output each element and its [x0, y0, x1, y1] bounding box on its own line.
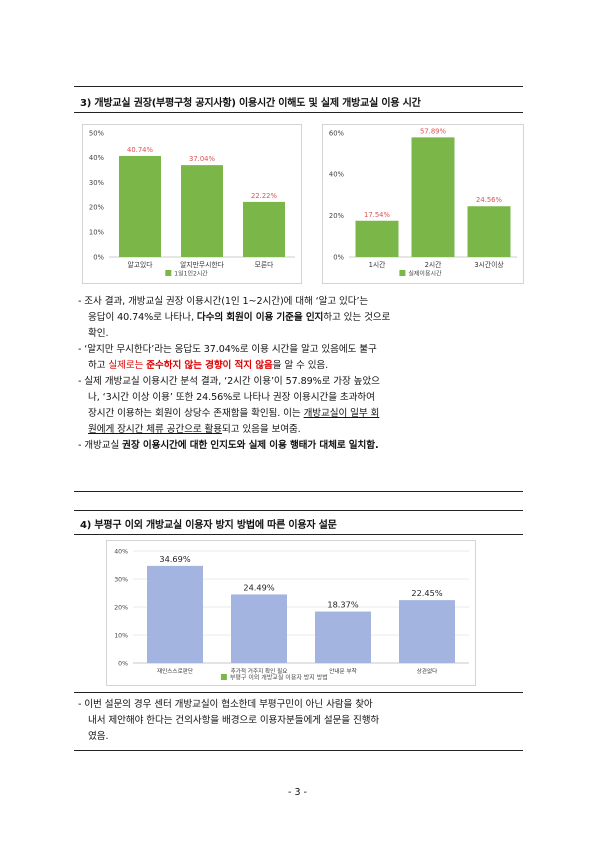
- data-label: 57.89%: [420, 127, 446, 135]
- data-label: 18.37%: [327, 600, 358, 610]
- p4-emphasis: 권장 이용시간에 대한 인지도와 실제 이용 행태가 대체로 일치함.: [122, 440, 379, 451]
- y-tick-label: 50%: [89, 129, 105, 137]
- chart-awareness: 0% 10% 20% 30% 40% 50% 40.74% 알고있다 37.04% 알지만무시한다…: [89, 129, 295, 278]
- p3-line4: 원에게 장시간 체류 공간으로 활용되고 있음을 보여줌.: [78, 422, 522, 438]
- y-tick-label: 20%: [329, 212, 345, 220]
- category-label: 재인스스로판단: [157, 667, 193, 675]
- p2-emphasis: 준수하지 않는 경향이 적지 않음: [146, 360, 273, 371]
- page-number: - 3 -: [288, 787, 307, 798]
- category-label: 안내문 부착: [329, 667, 357, 675]
- category-label: 3시간이상: [474, 260, 503, 269]
- legend-swatch: [165, 270, 172, 276]
- bar: [231, 594, 287, 663]
- category-label: 추가적 거주지 확인 필요: [231, 667, 288, 675]
- p1-line2: 응답이 40.74%로 나타나, 다수의 회원이 이용 기준을 인지하고 있는 …: [78, 310, 522, 326]
- y-tick-label: 20%: [114, 604, 128, 611]
- p1-line2-text: 응답이 40.74%로 나타나,: [88, 312, 197, 323]
- y-tick-label: 0%: [118, 660, 128, 667]
- section4-heading: 4) 부평구 이외 개방교실 이용자 방지 방법에 따른 이용자 설문: [80, 520, 337, 531]
- legend-label: 부평구 이외 개방교실 이용자 방지 방법: [230, 674, 328, 682]
- p2-red-text: 실제로는: [108, 360, 147, 371]
- y-tick-label: 40%: [114, 548, 128, 555]
- section4-top-rule: [74, 510, 523, 511]
- p3-line2: 나, ‘3시간 이상 이용’ 또한 24.56%로 나타나 권장 이용시간을 초…: [88, 392, 375, 403]
- data-label: 22.45%: [411, 588, 442, 598]
- legend-swatch: [399, 270, 406, 276]
- category-label: 1시간: [369, 260, 386, 269]
- legend-label: 실제이용시간: [408, 270, 442, 278]
- p3-line4-tail: 되고 있음을 보여줌.: [221, 424, 301, 435]
- bar: [147, 565, 203, 663]
- category-label: 모른다: [255, 260, 275, 269]
- data-label: 22.22%: [251, 192, 277, 200]
- p1-line3: 확인.: [88, 328, 109, 339]
- p3-line3: 장시간 이용하는 회원이 상당수 존재함을 확인됨. 이는 개방교실이 일부 회: [78, 406, 522, 422]
- p5-line3: 였음.: [88, 731, 109, 742]
- data-label: 24.49%: [243, 582, 274, 592]
- section3-end-rule: [74, 491, 523, 492]
- data-label: 24.56%: [476, 196, 502, 204]
- section3-heading: 3) 개방교실 권장(부평구청 공지사항) 이용시간 이해도 및 실제 개방교실…: [80, 98, 421, 109]
- p1-emphasis: 다수의 회원이 이용 기준을 인지: [196, 312, 324, 323]
- bar: [399, 600, 455, 663]
- section4-para-top-rule: [74, 692, 523, 693]
- chart-actual-usage: 0% 20% 40% 60% 17.54% 1시간 57.89% 2시간 24.56% 3시간이상…: [329, 127, 517, 278]
- category-label: 상관없다: [417, 667, 438, 675]
- data-label: 17.54%: [364, 211, 390, 219]
- bar: [467, 206, 511, 257]
- section3-findings: - 조사 결과, 개방교실 권장 이용시간(1인 1~2시간)에 대해 ‘알고 …: [78, 294, 522, 454]
- bar: [181, 165, 223, 257]
- p2-line2-text: 하고: [88, 360, 109, 371]
- bar: [119, 155, 161, 257]
- p3-underline-2: 원에게 장시간 체류 공간으로 활용: [88, 424, 222, 435]
- legend-swatch: [220, 674, 227, 680]
- chart-prevention-method-box: 0% 10% 20% 30% 40% 34.69% 재인스스로판단 24.49% 추가적 거주지…: [106, 540, 476, 686]
- y-tick-label: 40%: [89, 154, 105, 162]
- p3-line1: - 실제 개방교실 이용시간 분석 결과, ‘2시간 이용’이 57.89%로 …: [78, 376, 380, 387]
- data-label: 40.74%: [127, 146, 153, 154]
- p1-line2-tail: 하고 있는 것으로: [323, 312, 391, 323]
- y-tick-label: 40%: [329, 171, 345, 179]
- bar: [315, 611, 371, 663]
- chart-actual-usage-box: 0% 20% 40% 60% 17.54% 1시간 57.89% 2시간 24.56% 3시간이상…: [322, 124, 524, 284]
- p2-line2-tail: 을 알 수 있음.: [272, 360, 329, 371]
- p2-line1: - ‘알지만 무시한다’라는 응답도 37.04%로 이용 시간을 알고 있음에…: [78, 344, 377, 355]
- category-label: 알지만무시한다: [180, 260, 225, 269]
- y-tick-label: 30%: [114, 576, 128, 583]
- data-label: 37.04%: [189, 155, 215, 163]
- y-tick-label: 10%: [114, 632, 128, 639]
- category-label: 알고있다: [127, 260, 153, 269]
- section3-bottom-rule: [74, 112, 523, 113]
- y-tick-label: 0%: [333, 253, 344, 261]
- p1-line1: - 조사 결과, 개방교실 권장 이용시간(1인 1~2시간)에 대해 ‘알고 …: [78, 296, 369, 307]
- legend-label: 1일1인2시간: [174, 270, 208, 278]
- y-tick-label: 10%: [89, 229, 105, 237]
- y-tick-label: 0%: [93, 253, 104, 261]
- chart-awareness-box: 0% 10% 20% 30% 40% 50% 40.74% 알고있다 37.04% 알지만무시한다…: [82, 124, 302, 284]
- y-tick-label: 60%: [329, 129, 345, 137]
- p2-line2: 하고 실제로는 준수하지 않는 경향이 적지 않음을 알 수 있음.: [78, 358, 522, 374]
- bar: [243, 201, 285, 257]
- p5-line1: - 이번 설문의 경우 센터 개방교실이 협소한데 부평구민이 아닌 사람을 찾…: [78, 699, 373, 710]
- category-label: 2시간: [425, 260, 442, 269]
- y-tick-label: 20%: [89, 204, 105, 212]
- data-label: 34.69%: [159, 554, 190, 564]
- y-tick-label: 30%: [89, 179, 105, 187]
- p4-line1-text: - 개방교실: [78, 440, 123, 451]
- chart-prevention-method: 0% 10% 20% 30% 40% 34.69% 재인스스로판단 24.49% 추가적 거주지…: [114, 548, 469, 682]
- p3-underline-1: 개방교실이 일부 회: [303, 408, 380, 419]
- p5-line2: 내서 제안해야 한다는 건의사항을 배경으로 이용자분들에게 설문을 진행하: [88, 715, 380, 726]
- section3-top-rule: [74, 86, 523, 87]
- bar: [355, 220, 399, 257]
- section4-end-rule: [74, 750, 523, 751]
- p4-line1: - 개방교실 권장 이용시간에 대한 인지도와 실제 이용 행태가 대체로 일치…: [78, 438, 522, 454]
- section4-description: - 이번 설문의 경우 센터 개방교실이 협소한데 부평구민이 아닌 사람을 찾…: [78, 697, 522, 745]
- p3-line3-text: 장시간 이용하는 회원이 상당수 존재함을 확인됨. 이는: [88, 408, 304, 419]
- section4-bottom-rule: [74, 534, 523, 535]
- bar: [411, 137, 455, 257]
